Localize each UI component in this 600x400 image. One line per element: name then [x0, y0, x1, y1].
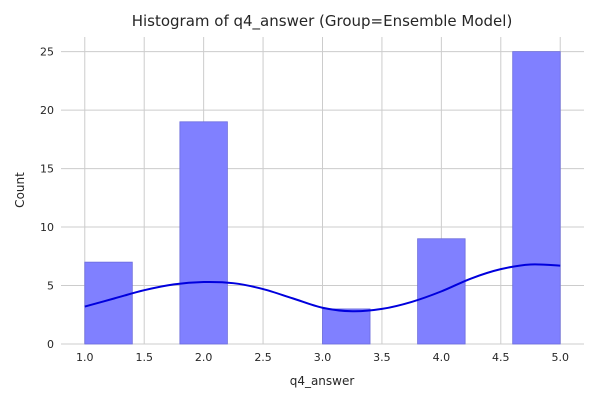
histogram-bar	[84, 261, 133, 345]
kde-curve-layer	[84, 263, 561, 313]
histogram-bar	[322, 308, 371, 345]
x-tick-label: 4.0	[433, 351, 451, 364]
x-tick-label: 3.5	[373, 351, 391, 364]
grid-lines	[61, 37, 584, 345]
x-tick-label: 1.5	[135, 351, 153, 364]
histogram-bars	[84, 51, 561, 345]
y-tick-label: 5	[47, 280, 54, 293]
y-tick-labels: 0 5 10 15 20 25	[40, 46, 54, 351]
x-tick-label: 2.5	[254, 351, 272, 364]
x-tick-label: 4.5	[492, 351, 510, 364]
y-tick-label: 0	[47, 338, 54, 351]
y-tick-label: 10	[40, 221, 54, 234]
y-tick-label: 20	[40, 104, 54, 117]
y-tick-label: 15	[40, 163, 54, 176]
histogram-bar	[179, 121, 228, 345]
y-axis-label: Count	[13, 172, 27, 208]
x-tick-label: 3.0	[314, 351, 332, 364]
x-tick-label: 1.0	[76, 351, 94, 364]
x-tick-label: 2.0	[195, 351, 213, 364]
x-tick-label: 5.0	[551, 351, 569, 364]
histogram-bar	[512, 51, 561, 345]
x-axis-label: q4_answer	[290, 374, 355, 388]
x-tick-labels: 1.0 1.5 2.0 2.5 3.0 3.5 4.0 4.5 5.0	[76, 351, 569, 364]
y-tick-label: 25	[40, 46, 54, 59]
chart-title: Histogram of q4_answer (Group=Ensemble M…	[132, 12, 513, 31]
kde-line	[84, 263, 561, 313]
